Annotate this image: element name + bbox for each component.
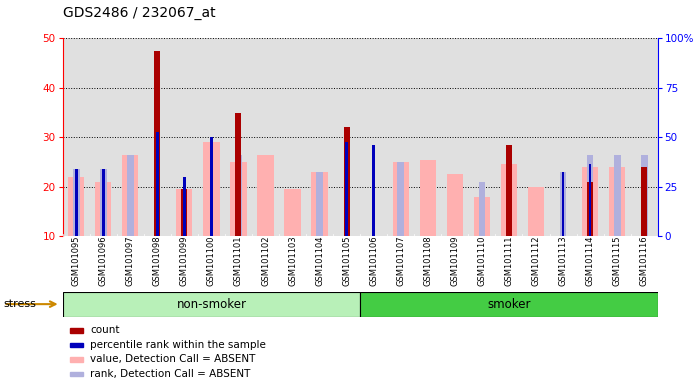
Bar [258,155,274,236]
Bar [614,155,621,236]
Bar [641,167,647,236]
Text: GSM101103: GSM101103 [288,235,297,286]
Bar [447,174,463,236]
Text: GSM101104: GSM101104 [315,235,324,286]
Text: GSM101096: GSM101096 [99,235,108,286]
Bar [393,162,409,236]
Bar [587,155,594,236]
Text: GSM101101: GSM101101 [234,235,243,286]
Bar [156,132,159,236]
Text: value, Detection Call = ABSENT: value, Detection Call = ABSENT [90,354,255,364]
Text: GSM101106: GSM101106 [369,235,378,286]
Text: GSM101102: GSM101102 [261,235,270,286]
Text: count: count [90,325,120,335]
Text: GSM101115: GSM101115 [612,235,622,286]
Bar [235,155,242,236]
Text: GSM101112: GSM101112 [532,235,541,286]
Bar [609,167,625,236]
Text: GSM101110: GSM101110 [477,235,487,286]
Bar [641,155,647,236]
Text: non-smoker: non-smoker [176,298,246,311]
Bar [474,197,490,236]
Bar [230,162,246,236]
Text: GSM101114: GSM101114 [585,235,594,286]
Bar [506,145,512,236]
Bar [203,142,219,236]
Text: GDS2486 / 232067_at: GDS2486 / 232067_at [63,6,215,20]
Bar [100,169,106,236]
Bar [316,172,323,236]
Bar [210,137,213,236]
Bar [361,292,658,317]
Bar [312,172,328,236]
Text: GSM101107: GSM101107 [396,235,405,286]
Bar [122,155,139,236]
Bar [63,292,361,317]
Bar [155,51,160,236]
Bar [589,164,592,236]
Bar [235,113,242,236]
Bar [183,177,186,236]
Bar [397,162,404,236]
Bar [582,167,598,236]
Bar [560,172,567,236]
Text: GSM101095: GSM101095 [72,235,81,286]
Bar [420,159,436,236]
Text: GSM101097: GSM101097 [126,235,135,286]
Text: GSM101105: GSM101105 [342,235,351,286]
Text: GSM101113: GSM101113 [559,235,567,286]
Text: GSM101111: GSM101111 [505,235,514,286]
Text: GSM101108: GSM101108 [423,235,432,286]
Bar [587,182,593,236]
Bar [285,189,301,236]
Bar [102,169,104,236]
Bar [176,189,193,236]
Bar [345,142,348,236]
Text: GSM101098: GSM101098 [153,235,161,286]
Text: rank, Detection Call = ABSENT: rank, Detection Call = ABSENT [90,369,251,379]
Text: smoker: smoker [487,298,530,311]
Bar [479,182,485,236]
Bar [505,152,512,236]
Text: GSM101100: GSM101100 [207,235,216,286]
Bar [372,145,375,236]
Bar [344,127,349,236]
Text: GSM101099: GSM101099 [180,235,189,286]
Bar [95,182,111,236]
Bar [501,164,517,236]
Bar [182,189,187,236]
Text: stress: stress [3,299,36,309]
Bar [127,155,134,236]
Text: GSM101116: GSM101116 [640,235,649,286]
Bar [528,187,544,236]
Bar [73,169,79,236]
Text: GSM101109: GSM101109 [450,235,459,286]
Bar [68,177,84,236]
Text: percentile rank within the sample: percentile rank within the sample [90,340,267,350]
Bar [562,172,564,236]
Bar [74,169,77,236]
